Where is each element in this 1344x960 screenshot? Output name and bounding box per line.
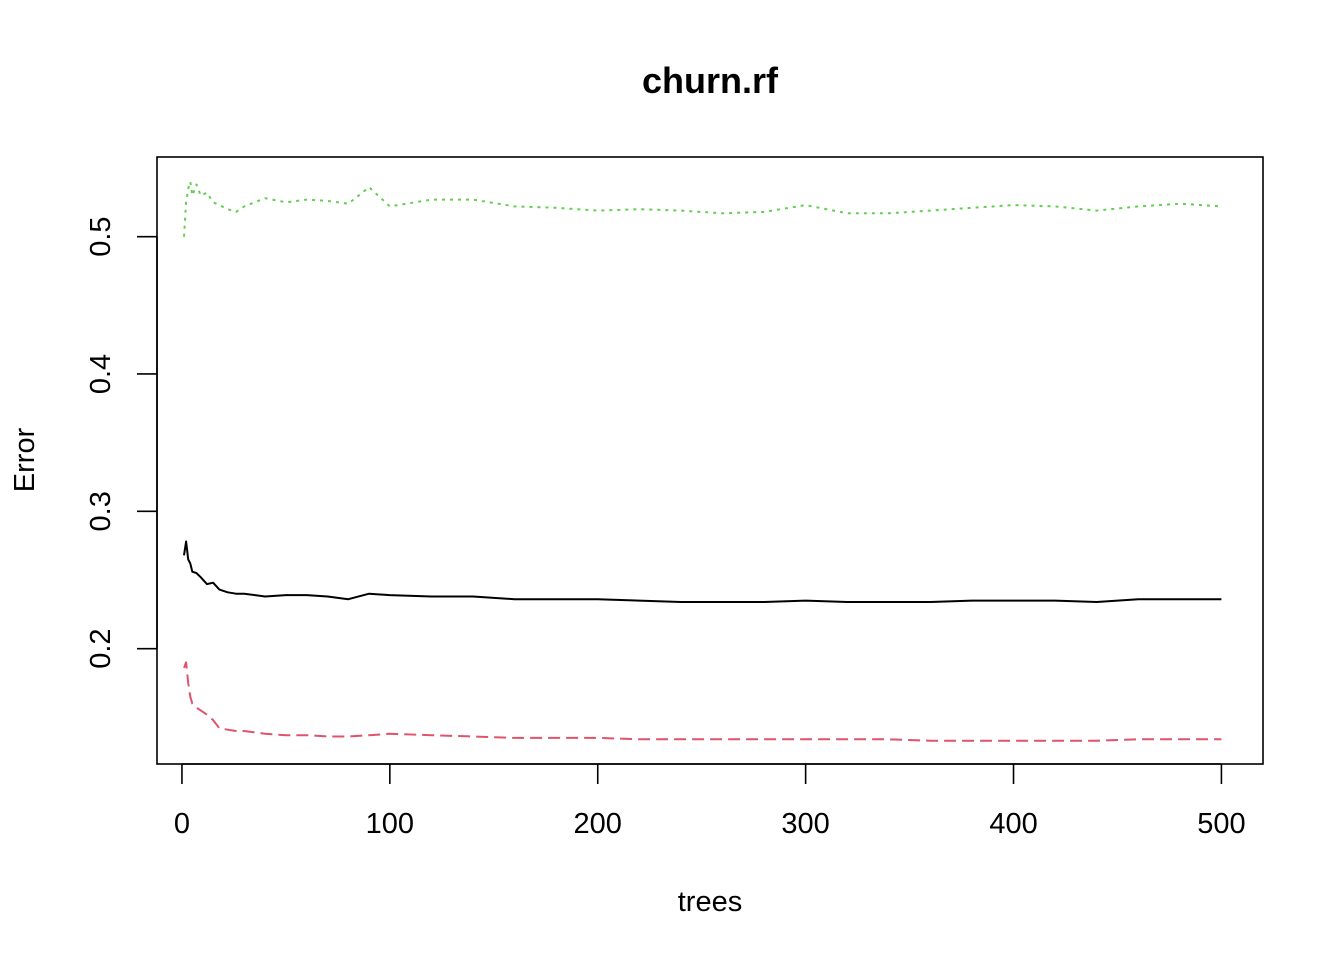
- series-line-3: [183, 180, 1222, 237]
- x-tick-label: 500: [1197, 808, 1245, 840]
- x-tick-label: 300: [781, 808, 829, 840]
- series-group: [183, 180, 1222, 742]
- x-axis-label: trees: [678, 886, 742, 918]
- y-tick-label: 0.4: [85, 354, 117, 394]
- x-tick-label: 200: [574, 808, 622, 840]
- y-tick-label: 0.5: [85, 216, 117, 256]
- chart-title: churn.rf: [642, 60, 779, 101]
- series-line-1: [183, 540, 1222, 603]
- x-axis: 0 100 200 300 400 500: [174, 763, 1246, 840]
- series-line-2: [183, 661, 1222, 742]
- y-tick-label: 0.3: [85, 491, 117, 531]
- x-tick-label: 0: [174, 808, 190, 840]
- y-axis-label: Error: [9, 427, 41, 492]
- y-axis: 0.2 0.3 0.4 0.5: [85, 216, 158, 669]
- plot-frame: [156, 156, 1264, 765]
- x-tick-label: 100: [366, 808, 414, 840]
- y-tick-label: 0.2: [85, 628, 117, 668]
- x-tick-label: 400: [989, 808, 1037, 840]
